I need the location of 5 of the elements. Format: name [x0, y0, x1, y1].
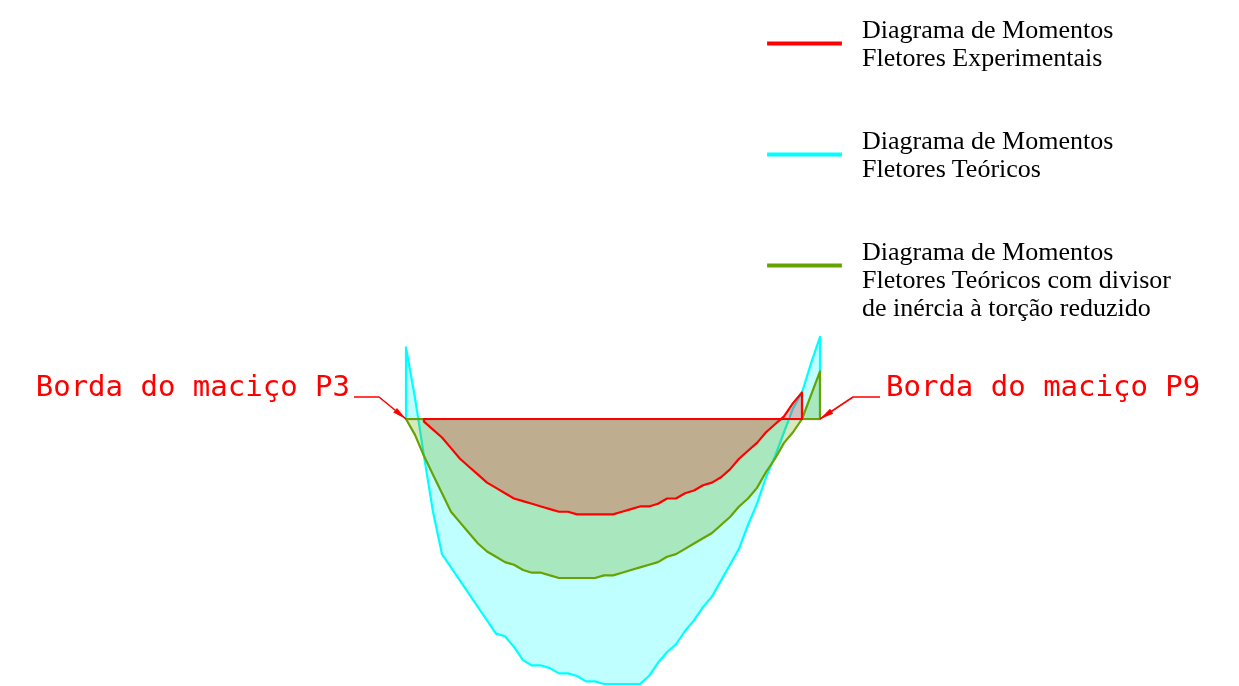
text: Borda do maciço P9: [886, 369, 1201, 403]
legend-label: Diagrama de Momentos Fletores Teóricos com divisor de inércia à torção reduzido: [862, 236, 1172, 322]
text: Borda do maciço P3: [35, 369, 350, 403]
legend-label: Diagrama de Momentos Fletores Experimentais: [862, 14, 1114, 72]
legend-label: Diagrama de Momentos Fletores Teóricos: [862, 125, 1114, 183]
